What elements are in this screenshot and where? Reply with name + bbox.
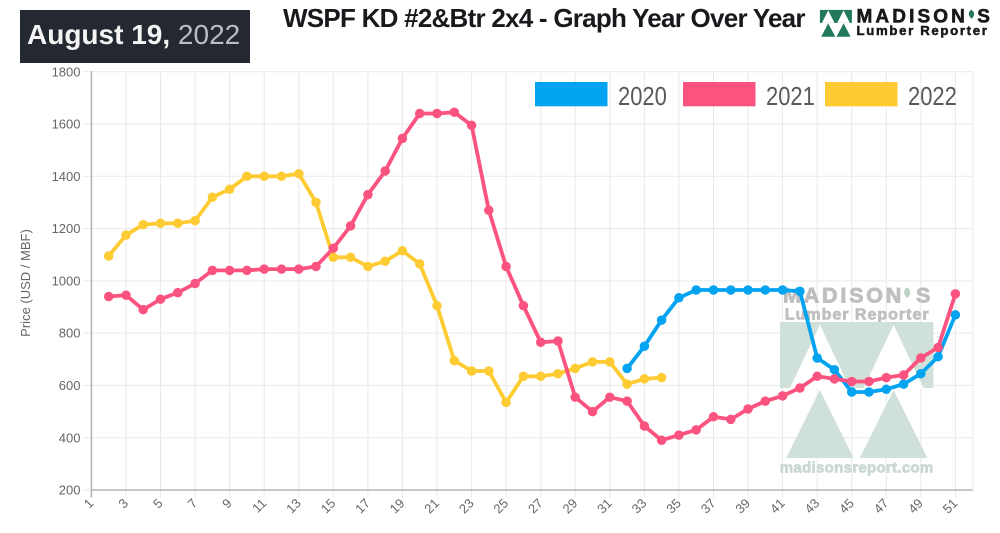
svg-text:2020: 2020 [618, 82, 667, 111]
svg-text:1000: 1000 [52, 274, 81, 289]
svg-text:madisonsreport.com: madisonsreport.com [780, 460, 934, 477]
svg-text:Lumber Reporter: Lumber Reporter [785, 306, 930, 323]
svg-text:800: 800 [59, 326, 81, 341]
svg-text:2021: 2021 [766, 82, 815, 111]
svg-text:MADISON: MADISON [857, 6, 968, 27]
svg-text:1400: 1400 [52, 169, 81, 184]
svg-text:1200: 1200 [52, 221, 81, 236]
svg-text:2022: 2022 [908, 82, 957, 111]
svg-text:S: S [977, 6, 990, 27]
svg-text:600: 600 [59, 378, 81, 393]
svg-text:S: S [916, 284, 930, 308]
svg-text:Price (USD / MBF): Price (USD / MBF) [18, 229, 33, 337]
svg-text:1600: 1600 [52, 117, 81, 132]
svg-text:Lumber Reporter: Lumber Reporter [857, 23, 989, 38]
svg-text:200: 200 [59, 483, 81, 498]
svg-text:1800: 1800 [52, 64, 81, 79]
svg-text:400: 400 [59, 430, 81, 445]
